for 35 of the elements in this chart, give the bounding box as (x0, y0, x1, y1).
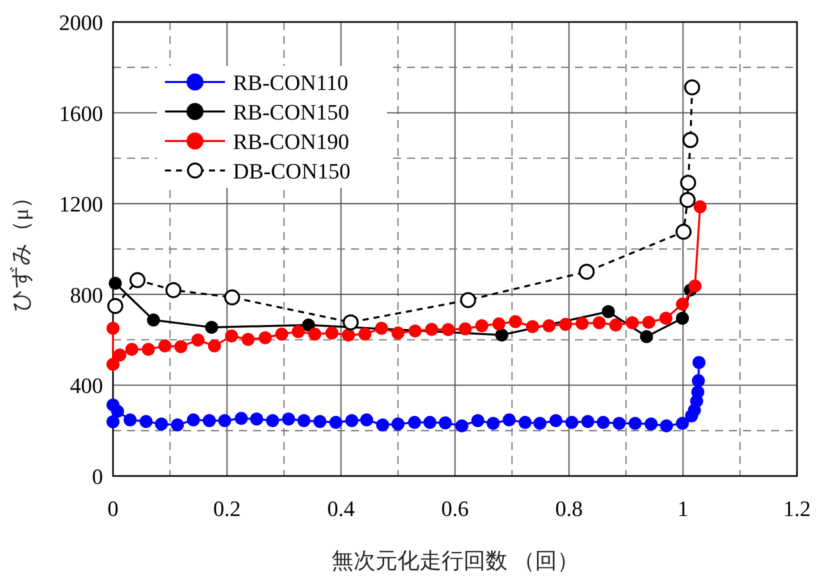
point (342, 314, 359, 330)
point (165, 282, 182, 298)
x-tick-label: 0.2 (213, 496, 241, 521)
point (680, 174, 696, 191)
point (224, 289, 240, 306)
y-tick-label: 2000 (59, 10, 103, 35)
x-axis-title: 無次元化走行回数 （回） (331, 548, 579, 573)
point (684, 79, 700, 96)
point (107, 298, 124, 314)
y-tick-label: 1200 (59, 192, 103, 217)
point (460, 292, 476, 308)
point (692, 356, 706, 369)
point (694, 200, 707, 214)
x-tick-label: 0 (108, 496, 118, 521)
point (106, 322, 120, 335)
x-tick-label: 0.8 (555, 496, 583, 521)
y-tick-label: 1600 (59, 100, 103, 126)
x-tick-label: 0.4 (327, 496, 355, 521)
x-tick-label: 0.6 (441, 496, 469, 521)
y-tick-label: 800 (70, 282, 103, 308)
point (676, 224, 692, 240)
point (682, 132, 698, 148)
point (680, 192, 696, 208)
x-tick-label: 1 (678, 496, 688, 521)
legend-label: RB-CON110 (233, 70, 348, 95)
legend-label: DB-CON150 (233, 158, 350, 184)
y-tick-label: 400 (70, 373, 103, 398)
x-tick-label: 1.2 (783, 496, 811, 521)
y-tick-label: 0 (92, 464, 103, 489)
legend-label: RB-CON190 (233, 129, 350, 154)
point (578, 264, 595, 280)
legend-label: RB-CON150 (233, 100, 350, 124)
point (130, 272, 146, 288)
y-axis-title: ひずみ（μ） (8, 186, 33, 312)
point (108, 276, 122, 290)
